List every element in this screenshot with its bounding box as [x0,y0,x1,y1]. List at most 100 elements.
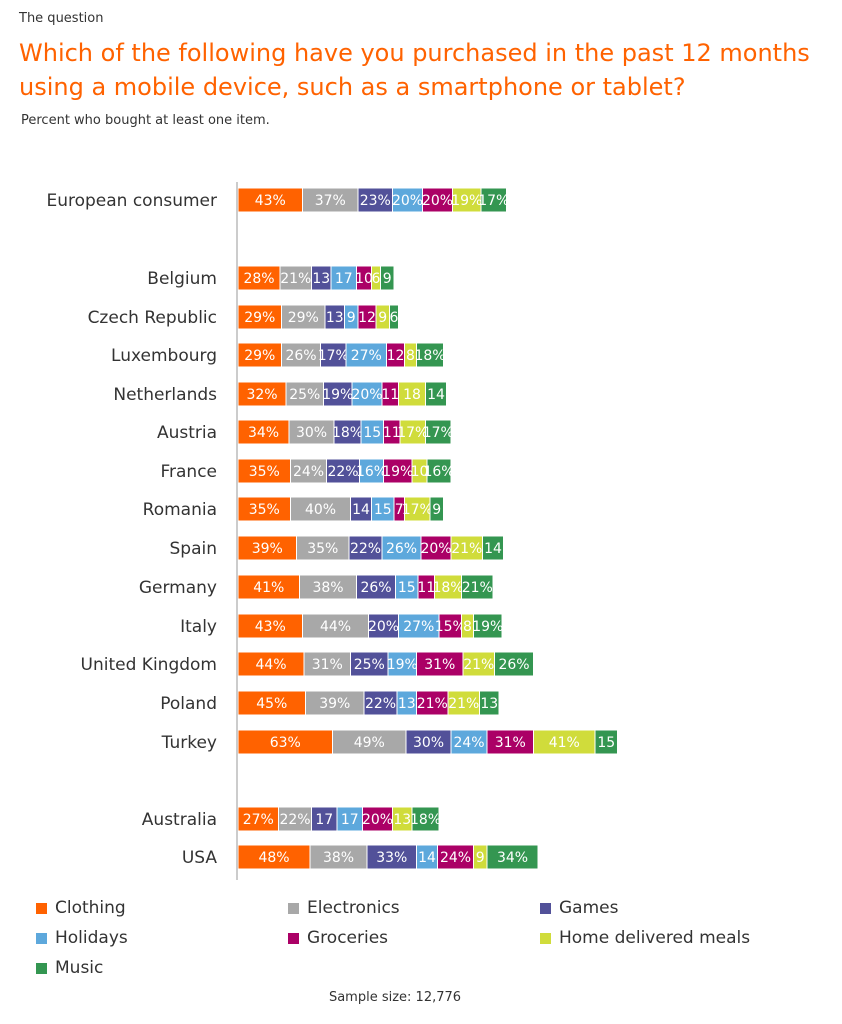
legend-label: Electronics [307,898,400,918]
bar-value-label: 27% [351,348,382,364]
bar-value-label: 14 [427,387,445,403]
bar-value-label: 19% [382,464,413,480]
bar-value-label: 21% [448,696,479,712]
bar-segment [279,265,312,291]
category-label: Luxembourg [111,346,217,366]
category-label: Spain [170,539,218,559]
legend-item: Groceries [288,928,388,948]
bar-value-label: 44% [255,657,286,673]
legend-label: Clothing [55,898,126,918]
bar-row: Spain 39% 35% 22% 26% 20% 21% 14 [170,535,504,561]
bar-value-label: 20% [392,193,423,209]
bar-value-label: 22% [365,696,396,712]
bar-segment [290,496,351,522]
bar-value-label: 14 [484,541,502,557]
bar-value-label: 37% [315,193,346,209]
bar-value-label: 15 [398,580,416,596]
bar-segment [290,458,327,484]
bar-value-label: 20% [420,541,451,557]
bar-segment [362,806,393,832]
bar-value-label: 41% [253,580,284,596]
legend-item: Music [36,958,103,978]
bar-value-label: 26% [386,541,417,557]
bar-value-label: 35% [249,464,280,480]
bar-value-label: 38% [323,850,354,866]
bar-segment [416,651,464,677]
bar-value-label: 31% [424,657,455,673]
bar-value-label: 20% [422,193,453,209]
bar-segment [429,496,444,522]
bar-row: Poland 45% 39% 22% 13 21% 21% 13 [160,690,500,716]
bar-value-label: 18% [332,425,363,441]
legend-swatch [288,932,299,944]
bar-row: European consumer 43% 37% 23% 20%20%19%17% [46,187,509,213]
bar-value-label: 18% [414,348,445,364]
bar-value-label: 15 [363,425,381,441]
bar-value-label: 23% [360,193,391,209]
bar-segment [237,806,279,832]
bar-segment [332,729,407,755]
bar-segment [404,496,431,522]
bar-value-label: 26% [498,657,529,673]
bar-value-label: 63% [270,735,301,751]
bar-segment [311,806,338,832]
category-label: Italy [180,617,217,637]
bar-value-label: 11 [417,580,435,596]
bar-value-label: 14 [352,502,370,518]
bar-value-label: 17% [397,425,428,441]
bar-segment [450,729,488,755]
bar-value-label: 9 [347,310,356,326]
bar-segment [237,844,311,870]
bar-segment [461,574,494,600]
bar-segment [594,729,618,755]
bar-value-label: 22% [350,541,381,557]
legend-label: Groceries [307,928,389,948]
bar-segment [479,690,500,716]
bar-value-label: 30% [413,735,444,751]
legend-label: Music [55,958,104,978]
bar-segment [494,651,534,677]
bar-value-label: 29% [244,348,275,364]
bar-value-label: 13 [326,310,344,326]
bar-value-label: 35% [249,502,280,518]
bar-value-label: 38% [312,580,343,596]
bar-segment [434,574,462,600]
bar-value-label: 39% [319,696,350,712]
bar-segment [480,187,507,213]
bar-value-label: 26% [360,580,391,596]
bar-segment [288,419,335,445]
bar-value-label: 35% [307,541,338,557]
bar-value-label: 12 [358,310,376,326]
bar-segment [486,729,534,755]
bar-value-label: 15 [374,502,392,518]
bar-value-label: 32% [246,387,277,403]
bar-value-label: 11 [383,425,401,441]
chart-title: Which of the following have you purchase… [19,39,810,101]
bar-segment [237,304,282,330]
bar-value-label: 27% [243,812,274,828]
category-label: Czech Republic [88,308,217,328]
bar-value-label: 26% [285,348,316,364]
bar-segment [473,613,503,639]
bar-value-label: 28% [243,271,274,287]
bar-segment [345,342,387,368]
bar-segment [437,844,474,870]
bar-value-label: 33% [376,850,407,866]
kicker-label: The question [19,11,104,26]
bar-value-label: 10 [411,464,429,480]
bar-segment [426,458,452,484]
bar-value-label: 19% [451,193,482,209]
bar-value-label: 25% [289,387,320,403]
bar-row: Romania 35% 40% 14 15 717% 9 [143,496,444,522]
bar-value-label: 9 [378,310,387,326]
bar-value-label: 30% [296,425,327,441]
legend-item: Electronics [288,898,400,918]
bar-segment [416,342,444,368]
bar-value-label: 9 [476,850,485,866]
bar-segment [411,806,440,832]
bar-value-label: 6 [390,310,399,326]
legend-item: Holidays [36,928,128,948]
bar-value-label: 29% [244,310,275,326]
bar-value-label: 44% [320,619,351,635]
